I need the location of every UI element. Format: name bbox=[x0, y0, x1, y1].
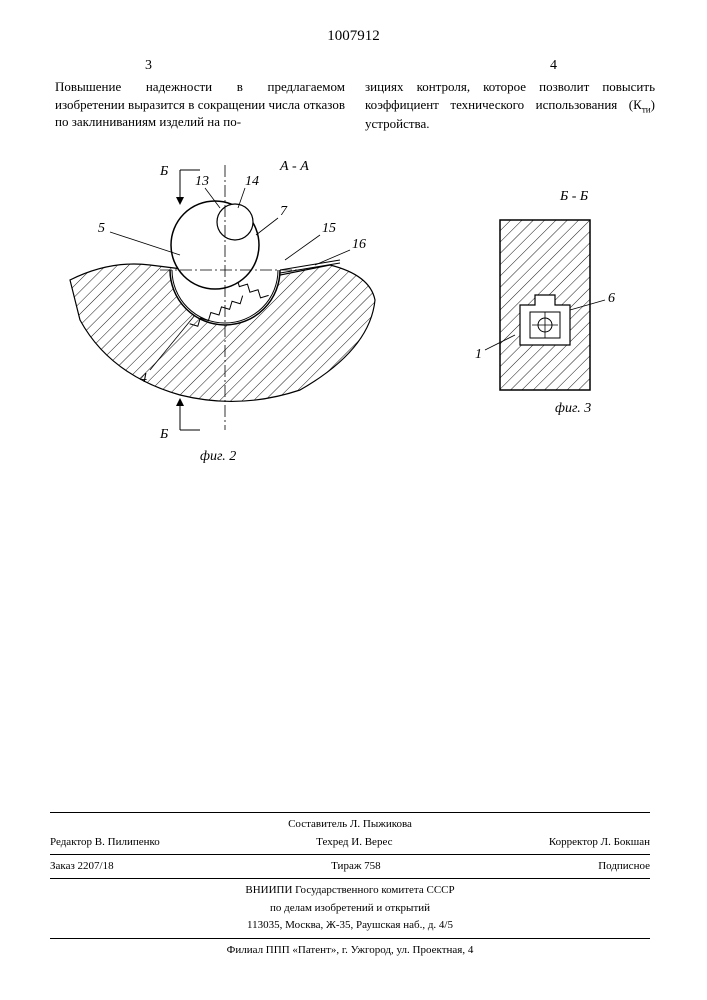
document-number: 1007912 bbox=[0, 28, 707, 45]
section-arrow-top-label: Б bbox=[159, 164, 168, 179]
fig2-callout-4: 4 bbox=[140, 371, 147, 386]
footer-subscription: Подписное bbox=[598, 859, 650, 874]
footer-org1: ВНИИПИ Государственного комитета СССР bbox=[50, 883, 650, 898]
footer-branch: Филиал ППП «Патент», г. Ужгород, ул. Про… bbox=[50, 943, 650, 958]
footer-order: Заказ 2207/18 bbox=[50, 859, 114, 874]
figure-2: А - А Б bbox=[40, 150, 400, 470]
footer-editor: Редактор В. Пилипенко bbox=[50, 835, 160, 850]
page-number-right: 4 bbox=[550, 58, 557, 74]
section-arrow-bottom: Б bbox=[159, 398, 200, 442]
fig2-section-label: А - А bbox=[279, 159, 309, 174]
footer-corrector: Корректор Л. Бокшан bbox=[549, 835, 650, 850]
body-text-left-column: Повышение надежности в предлагаемом изоб… bbox=[55, 78, 345, 131]
footer-compiler: Составитель Л. Пыжикова bbox=[50, 817, 650, 832]
section-arrow-bottom-label: Б bbox=[159, 427, 168, 442]
body-text-right-column: зициях контроля, которое позволит повыси… bbox=[365, 78, 655, 133]
right-col-text: зициях контроля, которое позволит повыси… bbox=[365, 79, 655, 112]
footer-org2: по делам изобретений и открытий bbox=[50, 901, 650, 916]
page-number-left: 3 bbox=[145, 58, 152, 74]
fig2-callout-16: 16 bbox=[352, 237, 366, 252]
fig2-small-circle bbox=[217, 204, 253, 240]
subscript-kti: ти bbox=[642, 104, 651, 114]
fig2-callout-7: 7 bbox=[280, 204, 288, 219]
fig2-callout-5: 5 bbox=[98, 221, 105, 236]
section-arrow-top: Б bbox=[159, 164, 200, 205]
footer-tech: Техред И. Верес bbox=[316, 835, 392, 850]
fig3-callout-1: 1 bbox=[475, 347, 482, 362]
colophon-footer: Составитель Л. Пыжикова Редактор В. Пили… bbox=[50, 808, 650, 960]
fig2-callout-15: 15 bbox=[322, 221, 336, 236]
figures-region: А - А Б bbox=[40, 150, 660, 470]
fig2-callout-14: 14 bbox=[245, 174, 259, 189]
fig2-caption: фиг. 2 bbox=[200, 449, 236, 464]
fig2-callout-13: 13 bbox=[195, 174, 209, 189]
figure-3: Б - Б 6 1 фиг. 3 bbox=[460, 180, 660, 440]
fig3-section-label: Б - Б bbox=[559, 189, 588, 204]
fig3-callout-6: 6 bbox=[608, 291, 615, 306]
footer-addr1: 113035, Москва, Ж-35, Раушская наб., д. … bbox=[50, 918, 650, 933]
footer-print-run: Тираж 758 bbox=[331, 859, 381, 874]
fig3-caption: фиг. 3 bbox=[555, 401, 591, 416]
